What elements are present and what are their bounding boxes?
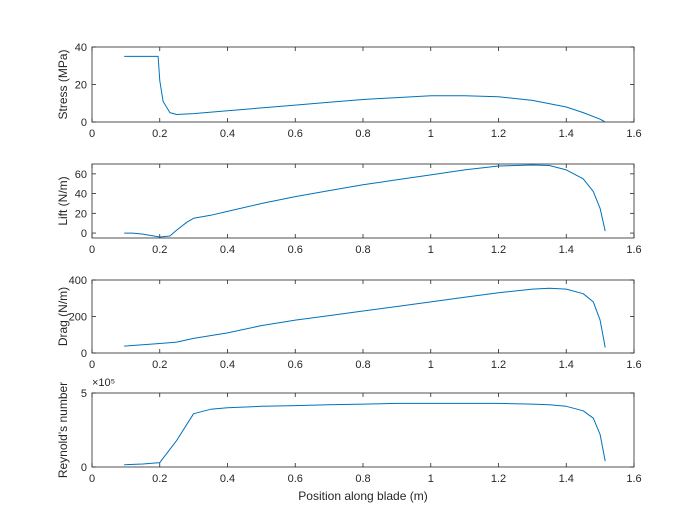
axes-box bbox=[91, 392, 635, 468]
x-axis-label: Position along blade (m) bbox=[298, 489, 427, 503]
x-tick-label: 0.8 bbox=[355, 359, 370, 371]
subplot-2: 0 0.2 0.4 0.6 0.8 1 1.2 1.4 1.6 0 20 40 60 Lift (N/m) bbox=[56, 163, 642, 256]
x-tick-label: 0.4 bbox=[220, 244, 235, 256]
y-axis-label: Lift (N/m) bbox=[56, 176, 70, 225]
y-axis-label: Stress (MPa) bbox=[56, 49, 70, 119]
x-tick-label: 1 bbox=[428, 128, 434, 140]
x-tick-label: 0.8 bbox=[355, 128, 370, 140]
x-tick-label: 0 bbox=[89, 128, 95, 140]
x-tick-label: 0.8 bbox=[355, 244, 370, 256]
y-tick-label: 20 bbox=[75, 80, 87, 92]
y-tick-label: 0 bbox=[81, 462, 87, 474]
axes-box bbox=[91, 46, 635, 123]
y-tick-label: 60 bbox=[75, 169, 87, 181]
x-tick-label: 0.2 bbox=[152, 473, 167, 485]
exponent-label: ×10⁵ bbox=[92, 377, 115, 389]
x-tick-label: 0.4 bbox=[220, 359, 235, 371]
x-tick-label: 1.2 bbox=[491, 473, 506, 485]
y-tick-label: 200 bbox=[69, 312, 87, 324]
y-tick-label: 400 bbox=[69, 275, 87, 287]
x-tick-label: 1 bbox=[428, 473, 434, 485]
x-tick-label: 0.6 bbox=[288, 128, 303, 140]
x-tick-label: 0 bbox=[89, 473, 95, 485]
x-tick-label: 0.2 bbox=[152, 128, 167, 140]
x-tick-label: 1 bbox=[428, 359, 434, 371]
series-line bbox=[124, 164, 606, 238]
x-tick-label: 1.6 bbox=[626, 128, 641, 140]
x-tick-label: 1.4 bbox=[559, 359, 574, 371]
y-tick-label: 0 bbox=[81, 117, 87, 129]
x-tick-label: 1.2 bbox=[491, 128, 506, 140]
axes-box bbox=[91, 163, 635, 239]
x-tick-label: 0.4 bbox=[220, 128, 235, 140]
series-line bbox=[124, 287, 606, 348]
x-tick-label: 0.6 bbox=[288, 473, 303, 485]
x-tick-label: 0.6 bbox=[288, 244, 303, 256]
x-tick-label: 1 bbox=[428, 244, 434, 256]
x-tick-label: 1.4 bbox=[559, 128, 574, 140]
subplot-1: 0 0.2 0.4 0.6 0.8 1 1.2 1.4 1.6 0 20 40 Stress (MPa) bbox=[56, 42, 642, 140]
subplot-4: 0 0.2 0.4 0.6 0.8 1 1.2 1.4 1.6 0 5 Reynold's numbe… bbox=[56, 377, 642, 503]
x-tick-label: 1.2 bbox=[491, 244, 506, 256]
x-tick-label: 0.8 bbox=[355, 473, 370, 485]
x-tick-label: 0 bbox=[89, 359, 95, 371]
x-tick-label: 1.6 bbox=[626, 473, 641, 485]
y-tick-label: 20 bbox=[75, 208, 87, 220]
x-tick-label: 1.2 bbox=[491, 359, 506, 371]
y-tick-label: 5 bbox=[81, 388, 87, 400]
x-tick-label: 0.2 bbox=[152, 359, 167, 371]
series-line bbox=[124, 55, 606, 123]
x-tick-label: 0.4 bbox=[220, 473, 235, 485]
y-axis-label: Reynold's number bbox=[56, 382, 70, 478]
x-tick-label: 0.2 bbox=[152, 244, 167, 256]
x-tick-label: 0.6 bbox=[288, 359, 303, 371]
y-tick-label: 0 bbox=[81, 348, 87, 360]
y-tick-label: 40 bbox=[75, 189, 87, 201]
x-tick-label: 0 bbox=[89, 244, 95, 256]
y-axis-label: Drag (N/m) bbox=[56, 287, 70, 346]
x-tick-label: 1.4 bbox=[559, 473, 574, 485]
y-tick-label: 40 bbox=[75, 42, 87, 54]
series-line bbox=[124, 402, 606, 466]
x-tick-label: 1.6 bbox=[626, 359, 641, 371]
y-tick-label: 0 bbox=[81, 228, 87, 240]
x-tick-label: 1.4 bbox=[559, 244, 574, 256]
x-tick-label: 1.6 bbox=[626, 244, 641, 256]
